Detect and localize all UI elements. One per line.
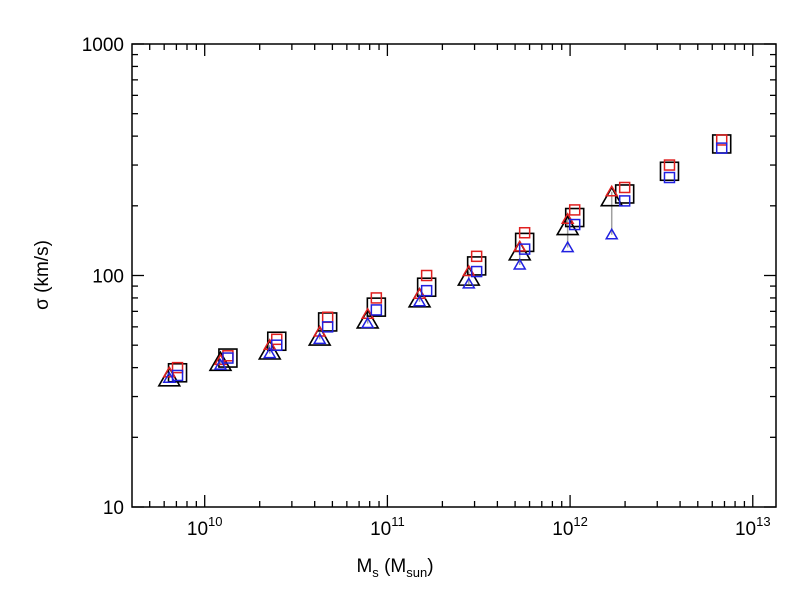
y-tick-label: 10 — [103, 498, 124, 519]
triangle-marker — [604, 184, 619, 197]
x-tick-base: 10 — [187, 519, 208, 540]
triangle-marker — [312, 332, 327, 345]
x-label-sub: sun — [406, 565, 427, 580]
square-marker — [321, 311, 334, 324]
square-marker — [568, 218, 581, 231]
square-marker — [271, 333, 283, 346]
square-marker — [715, 142, 728, 154]
plot-frame — [131, 43, 777, 508]
x-tick-exponent: 11 — [391, 514, 405, 529]
square-marker — [715, 134, 728, 146]
triangle-marker — [599, 186, 624, 207]
square-marker — [222, 352, 234, 364]
x-tick-label: 1011 — [370, 514, 405, 540]
triangle-marker — [262, 346, 277, 359]
square-marker — [568, 204, 581, 216]
x-tick-base: 10 — [370, 519, 391, 540]
square-marker — [663, 159, 676, 171]
triangle-marker — [560, 212, 575, 224]
x-tick-exponent: 13 — [756, 514, 770, 529]
square-marker — [370, 292, 383, 304]
triangle-marker — [360, 316, 375, 329]
y-tick-label: 1000 — [82, 35, 124, 56]
x-tick-label: 1013 — [735, 514, 771, 540]
x-axis-label: Ms (Msun) — [356, 556, 433, 580]
triangle-marker — [412, 294, 427, 307]
y-tick-label: 100 — [92, 267, 124, 288]
x-label-part: M — [356, 556, 372, 577]
square-marker — [171, 361, 184, 374]
square-marker — [618, 195, 631, 207]
square-marker — [366, 297, 387, 317]
square-marker — [659, 161, 680, 182]
x-tick-label: 1010 — [187, 514, 223, 540]
square-marker — [711, 134, 732, 154]
triangle-marker — [462, 276, 476, 289]
x-label-sub: s — [372, 565, 379, 580]
x-tick-exponent: 10 — [208, 514, 222, 529]
x-tick-base: 10 — [735, 519, 756, 540]
square-marker — [420, 269, 433, 282]
square-marker — [518, 243, 531, 255]
square-marker — [470, 250, 483, 263]
square-marker — [321, 321, 334, 333]
triangle-marker — [555, 214, 580, 236]
square-marker — [420, 284, 433, 297]
square-marker — [171, 369, 184, 382]
square-marker — [663, 171, 676, 184]
triangle-marker — [512, 258, 527, 270]
square-marker — [518, 226, 531, 239]
square-marker — [470, 265, 483, 278]
x-label-part: (M — [379, 556, 406, 577]
square-marker — [618, 181, 631, 194]
x-label-part: ) — [427, 556, 433, 577]
x-tick-label: 1012 — [552, 514, 588, 540]
square-marker — [271, 339, 283, 351]
square-marker — [370, 304, 383, 316]
triangle-marker — [213, 358, 228, 370]
y-axis-label: σ (km/s) — [32, 240, 53, 310]
x-tick-base: 10 — [552, 519, 573, 540]
triangle-marker — [560, 240, 575, 253]
triangle-marker — [604, 227, 619, 240]
square-marker — [466, 256, 487, 276]
x-tick-exponent: 12 — [573, 514, 587, 529]
